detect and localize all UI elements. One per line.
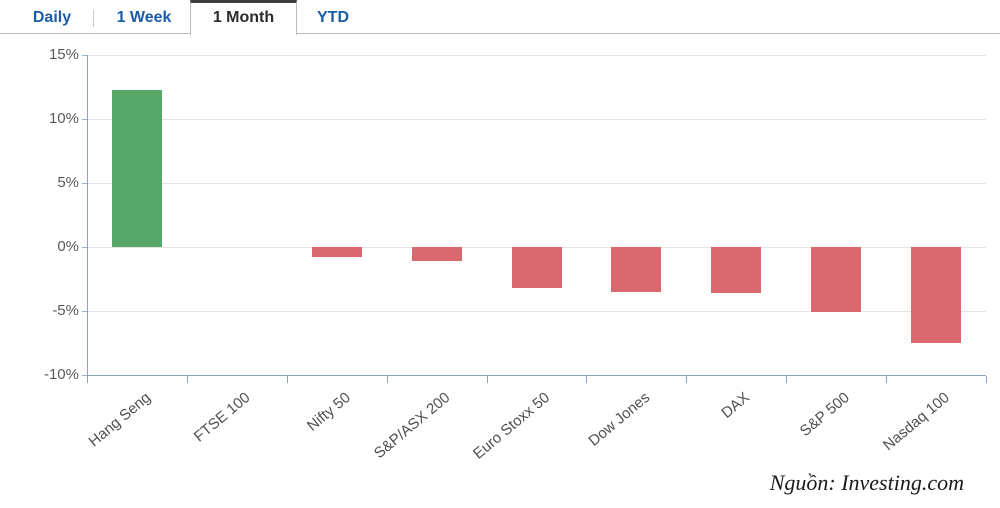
- x-axis-tick: [87, 376, 88, 383]
- x-label-nasdaq-100: Nasdaq 100: [880, 389, 953, 455]
- y-axis-label: -5%: [52, 302, 79, 319]
- y-axis-label: 0%: [57, 238, 79, 255]
- x-label-euro-stoxx-50: Euro Stoxx 50: [470, 389, 554, 463]
- bar-s-p-asx-200[interactable]: [411, 247, 462, 262]
- period-tabbar: Daily 1 Week 1 Month YTD: [0, 0, 1000, 35]
- bar-nasdaq-100[interactable]: [911, 247, 962, 343]
- y-axis-label: -10%: [43, 366, 79, 383]
- x-axis-tick: [286, 376, 288, 383]
- y-axis-tick: [82, 183, 87, 184]
- tab-separator: [93, 10, 94, 27]
- x-label-nifty-50: Nifty 50: [303, 389, 354, 435]
- source-credit: Nguồn: Investing.com: [769, 470, 964, 495]
- performance-bar-chart: 15% 10% 5% 0% -5% -10% Hang Seng FTSE 100 Nifty …: [0, 34, 1000, 464]
- y-axis-tick: [82, 119, 87, 120]
- bar-nifty-50[interactable]: [311, 247, 362, 258]
- bar-euro-stoxx-50[interactable]: [511, 247, 562, 288]
- bar-hang-seng[interactable]: [111, 89, 162, 247]
- bar-s-p-500[interactable]: [811, 247, 862, 313]
- tab-1-week[interactable]: 1 Week: [116, 9, 172, 26]
- tabbar-underline: [0, 33, 1000, 34]
- x-axis-tick: [186, 376, 188, 383]
- x-axis-tick: [686, 376, 688, 383]
- x-label-s-p-500: S&P 500: [797, 389, 854, 440]
- x-axis-tick: [386, 376, 388, 383]
- x-label-hang-seng: Hang Seng: [85, 389, 154, 451]
- x-label-ftse-100: FTSE 100: [191, 389, 254, 446]
- x-label-s-p-asx-200: S&P/ASX 200: [371, 389, 454, 463]
- tab-ytd[interactable]: YTD: [317, 9, 349, 26]
- gridline-5: [87, 183, 986, 184]
- y-axis-label: 10%: [48, 110, 79, 127]
- x-axis-tick: [886, 376, 888, 383]
- tab-1-month-active[interactable]: 1 Month: [190, 0, 297, 35]
- x-label-dow-jones: Dow Jones: [585, 389, 654, 450]
- gridline--5: [87, 311, 986, 312]
- gridline-10: [87, 119, 986, 120]
- gridline-15: [87, 55, 986, 56]
- x-label-dax: DAX: [718, 389, 754, 422]
- x-axis-tick: [586, 376, 588, 383]
- x-axis-tick: [786, 376, 788, 383]
- x-axis-tick: [986, 376, 987, 383]
- y-axis-label: 15%: [48, 46, 79, 63]
- x-axis: [87, 375, 986, 376]
- y-axis-tick: [82, 247, 87, 248]
- y-axis-label: 5%: [57, 174, 79, 191]
- y-axis: [87, 55, 88, 375]
- bar-dax[interactable]: [711, 247, 762, 294]
- y-axis-tick: [82, 375, 87, 376]
- y-axis-tick: [82, 311, 87, 312]
- bar-dow-jones[interactable]: [611, 247, 662, 292]
- y-axis-tick: [82, 55, 87, 56]
- x-axis-tick: [486, 376, 488, 383]
- tab-daily[interactable]: Daily: [32, 9, 72, 26]
